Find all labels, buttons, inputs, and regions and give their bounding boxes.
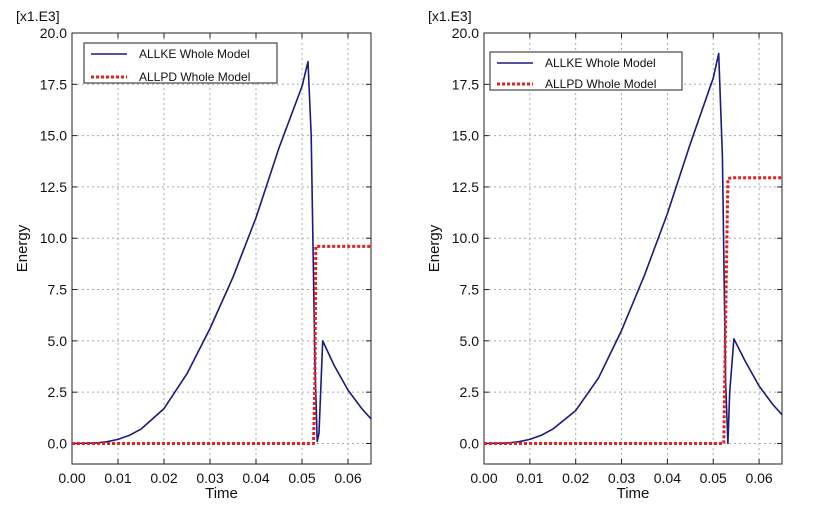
x-tick-label: 0.01 [516, 470, 543, 486]
legend: ALLKE Whole Model ALLPD Whole Model [83, 42, 278, 84]
axis-multiplier-label: [x1.E3] [16, 8, 60, 24]
x-tick-label: 0.02 [150, 470, 177, 486]
y-tick-label: 0.0 [48, 435, 68, 451]
x-tick-label: 0.05 [288, 470, 315, 486]
y-tick-label: 12.5 [452, 179, 479, 195]
legend: ALLKE Whole Model ALLPD Whole Model [489, 51, 683, 91]
plot-frame [483, 32, 783, 465]
legend-label: ALLKE Whole Model [545, 56, 656, 70]
y-tick-label: 17.5 [40, 76, 67, 92]
legend-label: ALLPD Whole Model [545, 77, 656, 91]
x-tick-label: 0.00 [58, 470, 85, 486]
y-tick-label: 2.5 [48, 384, 68, 400]
axis-multiplier-label: [x1.E3] [428, 8, 472, 24]
legend-label: ALLKE Whole Model [139, 47, 250, 61]
y-tick-label: 7.5 [48, 282, 68, 298]
plot-frame [71, 32, 372, 465]
x-tick-label: 0.01 [104, 470, 131, 486]
legend-label: ALLPD Whole Model [139, 70, 250, 84]
y-tick-label: 12.5 [40, 179, 67, 195]
y-tick-label: 10.0 [40, 230, 67, 246]
x-tick-label: 0.04 [654, 470, 681, 486]
y-tick-label: 2.5 [460, 384, 480, 400]
y-tick-label: 5.0 [48, 333, 68, 349]
x-tick-label: 0.00 [470, 470, 497, 486]
x-tick-label: 0.03 [196, 470, 223, 486]
series-line-allpd [72, 244, 371, 445]
y-axis-label: Energy [14, 224, 31, 272]
x-axis-label: Time [617, 485, 650, 502]
x-tick-label: 0.03 [608, 470, 635, 486]
y-tick-label: 17.5 [452, 76, 479, 92]
x-tick-label: 0.05 [700, 470, 727, 486]
series-line-allpd [484, 176, 782, 445]
y-tick-label: 10.0 [452, 230, 479, 246]
y-tick-label: 0.0 [460, 435, 480, 451]
chart-panel-1: 0.00 0.01 0.02 0.03 0.04 0.05 0.06 0.0 2.5 5.0 7.5… [14, 8, 372, 502]
series-line-allke [484, 52, 782, 445]
y-tick-label: 20.0 [40, 25, 67, 41]
y-tick-label: 15.0 [40, 128, 67, 144]
x-tick-label: 0.06 [745, 470, 772, 486]
y-tick-label: 5.0 [460, 333, 480, 349]
series-line-allke [72, 60, 371, 445]
x-tick-label: 0.04 [242, 470, 269, 486]
x-tick-label: 0.02 [562, 470, 589, 486]
chart-panel-2: 0.00 0.01 0.02 0.03 0.04 0.05 0.06 0.0 2.5 5.0 7.5… [426, 8, 783, 502]
x-axis-label: Time [205, 485, 238, 502]
y-tick-label: 20.0 [452, 25, 479, 41]
y-axis-label: Energy [426, 224, 443, 272]
x-tick-label: 0.06 [334, 470, 361, 486]
y-tick-label: 7.5 [460, 282, 480, 298]
y-tick-label: 15.0 [452, 128, 479, 144]
